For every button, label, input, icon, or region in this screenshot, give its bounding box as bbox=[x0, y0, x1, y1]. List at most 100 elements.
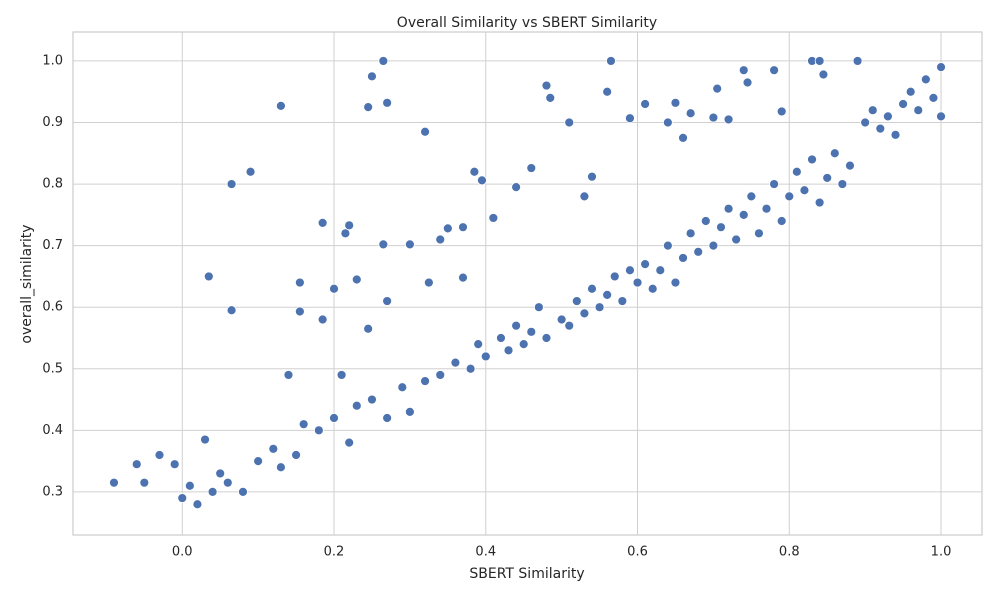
point bbox=[928, 92, 939, 103]
point bbox=[685, 108, 696, 119]
point bbox=[317, 217, 328, 228]
y-tick-label: 0.4 bbox=[42, 423, 63, 438]
point bbox=[363, 323, 374, 334]
point bbox=[712, 83, 723, 94]
point bbox=[298, 419, 309, 430]
chart-title: Overall Similarity vs SBERT Similarity bbox=[397, 15, 657, 31]
point bbox=[526, 326, 537, 337]
point bbox=[477, 175, 487, 186]
point bbox=[336, 370, 347, 380]
point bbox=[496, 333, 506, 343]
point bbox=[177, 493, 188, 503]
point bbox=[670, 97, 681, 108]
point bbox=[700, 216, 711, 226]
point bbox=[602, 86, 613, 97]
point bbox=[207, 487, 218, 497]
point bbox=[294, 306, 305, 317]
y-tick-label: 0.6 bbox=[42, 300, 63, 315]
point bbox=[625, 113, 635, 124]
point bbox=[442, 223, 453, 234]
point bbox=[511, 320, 522, 331]
y-tick-label: 1.0 bbox=[42, 53, 63, 68]
point bbox=[480, 351, 491, 362]
point bbox=[200, 434, 210, 445]
point bbox=[742, 77, 753, 88]
point bbox=[397, 382, 408, 393]
point bbox=[351, 274, 362, 285]
point bbox=[716, 222, 726, 233]
point bbox=[890, 129, 901, 140]
point bbox=[363, 102, 374, 113]
point bbox=[784, 191, 795, 202]
point bbox=[678, 132, 688, 143]
point bbox=[378, 56, 389, 66]
point bbox=[291, 450, 301, 460]
point bbox=[640, 99, 651, 109]
point bbox=[799, 185, 810, 196]
point bbox=[541, 80, 552, 91]
point bbox=[564, 320, 575, 331]
point bbox=[606, 56, 616, 66]
point bbox=[420, 376, 430, 386]
point bbox=[109, 477, 119, 488]
point bbox=[154, 450, 165, 460]
point bbox=[769, 65, 779, 76]
point bbox=[226, 305, 237, 316]
point bbox=[845, 160, 855, 171]
point bbox=[473, 339, 484, 350]
point bbox=[351, 400, 362, 411]
point bbox=[222, 477, 233, 488]
point bbox=[875, 123, 886, 134]
point bbox=[602, 289, 613, 300]
y-axis-label: overall_similarity bbox=[19, 224, 35, 343]
point bbox=[776, 216, 787, 226]
point bbox=[625, 265, 635, 276]
point bbox=[518, 339, 529, 350]
point bbox=[344, 437, 355, 448]
x-tick-label: 0.4 bbox=[475, 545, 496, 560]
point bbox=[139, 477, 150, 488]
point bbox=[367, 71, 377, 82]
point bbox=[458, 272, 468, 283]
x-tick-label: 0.2 bbox=[324, 545, 345, 560]
x-tick-label: 0.6 bbox=[627, 545, 648, 560]
point bbox=[936, 111, 946, 122]
point bbox=[814, 56, 825, 66]
point bbox=[769, 179, 779, 189]
point bbox=[791, 166, 802, 177]
point bbox=[541, 333, 552, 343]
y-tick-label: 0.9 bbox=[42, 115, 63, 130]
point bbox=[609, 271, 620, 282]
point bbox=[367, 394, 377, 405]
point bbox=[268, 443, 279, 454]
point bbox=[693, 246, 704, 257]
point bbox=[317, 314, 328, 325]
point bbox=[936, 62, 946, 72]
point bbox=[594, 302, 605, 313]
point bbox=[662, 117, 673, 128]
point bbox=[329, 283, 339, 294]
point bbox=[382, 296, 393, 306]
point bbox=[564, 117, 575, 128]
point bbox=[238, 487, 248, 497]
point bbox=[776, 106, 787, 117]
point bbox=[294, 277, 305, 288]
point bbox=[435, 370, 446, 380]
point bbox=[192, 499, 203, 510]
point bbox=[913, 105, 924, 116]
y-tick-label: 0.3 bbox=[42, 484, 63, 499]
point bbox=[852, 56, 863, 66]
x-tick-label: 0.0 bbox=[172, 545, 193, 560]
point bbox=[746, 191, 757, 202]
point bbox=[837, 179, 848, 189]
point bbox=[378, 239, 389, 250]
point bbox=[723, 114, 734, 125]
point bbox=[203, 271, 214, 282]
point bbox=[632, 277, 643, 288]
point bbox=[465, 363, 476, 374]
point bbox=[169, 459, 180, 470]
point bbox=[678, 253, 688, 263]
point bbox=[708, 240, 719, 251]
